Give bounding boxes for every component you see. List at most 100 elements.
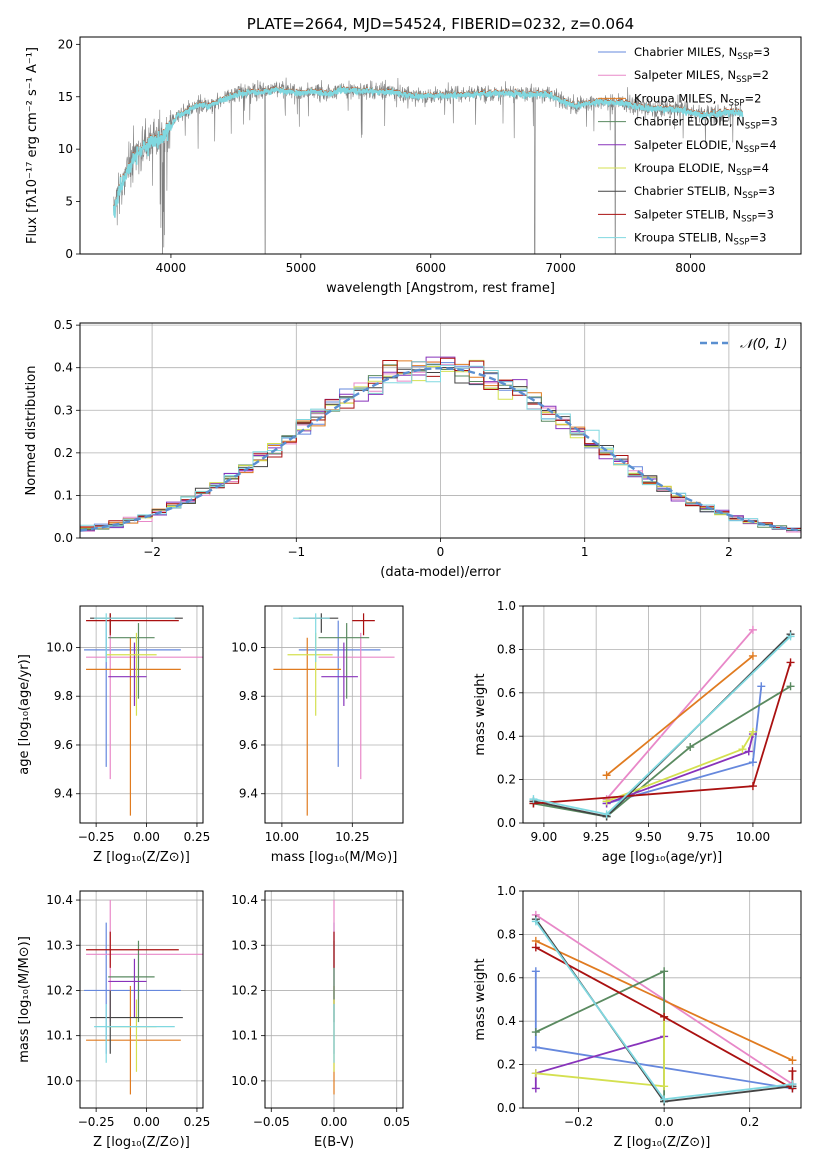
mass_vs_z-plot-area — [84, 900, 203, 1095]
mass_vs_z-frame — [79, 890, 204, 1109]
spectrum-ytick-label-2: 10 — [58, 142, 73, 156]
spectrum-legend-label-8: Kroupa STELIB, NSSP=3 — [634, 231, 766, 248]
mass_weight_vs_z-ytick-label-4: 0.8 — [497, 927, 516, 941]
residuals-plot-area — [80, 356, 801, 538]
mass_weight_vs_age-marker-kroupa_stelib-0 — [529, 795, 538, 804]
mass_weight_vs_age-marker-salpeter_stelib-2 — [786, 658, 795, 667]
spectrum-xtick-label-3: 7000 — [545, 261, 576, 275]
age_vs_mass-ytick-label-3: 10.0 — [231, 640, 258, 654]
mass_weight_vs_z-ytick-label-5: 1.0 — [497, 884, 516, 898]
age_vs_mass-ytick-label-2: 9.8 — [239, 689, 258, 703]
mass_weight_vs_age-marker-kroupa_elodie-0 — [602, 797, 611, 806]
age_vs_mass-xlabel: mass [log₁₀(M/M⊙)] — [271, 850, 398, 865]
mass_weight_vs_age-ytick-label-2: 0.4 — [497, 729, 516, 743]
mass_weight_vs_age-marker-salpeter_elodie-1 — [744, 747, 753, 756]
mass_weight_vs_z-xlabel: Z [log₁₀(Z/Z⊙)] — [614, 1135, 711, 1150]
age_vs_mass-plot-area — [273, 613, 395, 816]
mass_weight_vs_z-plot-area — [531, 910, 797, 1106]
spectrum-xtick-label-4: 8000 — [675, 261, 706, 275]
mass_weight_vs_age-marker-kroupa_elodie-1 — [738, 745, 747, 754]
mass_weight_vs_z-marker-kroupa_elodie-1 — [660, 1082, 669, 1091]
mass_vs_ebv-xtick-label-1: 0.00 — [321, 1115, 348, 1129]
spectrum-ytick-label-3: 15 — [58, 90, 73, 104]
spectrum-xtick-label-2: 6000 — [415, 261, 446, 275]
mass_vs_ebv-ytick-label-3: 10.3 — [231, 938, 258, 952]
mass_weight_vs_age-marker-salpeter_miles-1 — [748, 625, 757, 634]
spectrum-title: PLATE=2664, MJD=54524, FIBERID=0232, z=0… — [247, 15, 634, 33]
mass_weight_vs_age-frame — [522, 605, 802, 824]
residuals-xtick-label-2: 0 — [437, 545, 445, 559]
residuals-frame — [79, 322, 802, 539]
mass_weight_vs_age-ytick-label-5: 1.0 — [497, 599, 516, 613]
residuals-xtick-label-3: 1 — [581, 545, 589, 559]
mass_vs_ebv-xlabel: E(B-V) — [314, 1135, 354, 1150]
mass_weight_vs_z-marker-salpeter_stelib-0 — [531, 943, 540, 952]
mass_weight_vs_z-marker-kroupa_elodie-0 — [531, 1069, 540, 1078]
residuals-ylabel: Normed distribution — [24, 366, 39, 496]
spectrum-xtick-label-1: 5000 — [286, 261, 317, 275]
mass_weight_vs_age-marker-kroupa_stelib-2 — [786, 632, 795, 641]
mass_weight_vs_z-marker-chabrier_miles-0 — [531, 967, 540, 976]
spectrum-legend-label-7: Salpeter STELIB, NSSP=3 — [634, 207, 774, 224]
mass_weight_vs_age-xtick-label-1: 9.25 — [583, 830, 610, 844]
mass_vs_ebv-ytick-label-1: 10.1 — [231, 1029, 258, 1043]
mass_weight_vs_age-marker-salpeter_stelib-1 — [748, 782, 757, 791]
mass_vs_z-xlabel: Z [log₁₀(Z/Z⊙)] — [93, 1135, 190, 1150]
mass_weight_vs_z-ylabel: mass weight — [473, 958, 488, 1040]
mass_weight_vs_age-ytick-label-1: 0.2 — [497, 773, 516, 787]
mass_vs_z-ytick-label-0: 10.0 — [46, 1074, 73, 1088]
residuals-ytick-label-0: 0.0 — [54, 531, 73, 545]
mass_weight_vs_age-ytick-label-4: 0.8 — [497, 642, 516, 656]
mass_weight_vs_z-marker-kroupa_stelib-0 — [531, 917, 540, 926]
age_vs_z-frame — [79, 605, 204, 824]
mass_vs_ebv-xtick-label-0: −0.05 — [253, 1115, 290, 1129]
age_vs_z-ytick-label-1: 9.6 — [54, 738, 73, 752]
mass_weight_vs_age-xtick-label-3: 9.75 — [687, 830, 714, 844]
mass_weight_vs_z-xtick-label-1: 0.0 — [655, 1115, 674, 1129]
mass_vs_z-ytick-label-3: 10.3 — [46, 938, 73, 952]
mass_vs_z-xtick-label-2: 0.25 — [184, 1115, 211, 1129]
mass_weight_vs_age-marker-chabrier_miles-1 — [748, 758, 757, 767]
spectrum-legend-label-1: Salpeter MILES, NSSP=2 — [634, 68, 769, 85]
spectrum-legend-label-0: Chabrier MILES, NSSP=3 — [634, 45, 770, 62]
mass_weight_vs_age-line-kroupa_miles — [606, 655, 754, 776]
mass_weight_vs_z-marker-kroupa_stelib-1 — [660, 1095, 669, 1104]
residual-histogram-kroupa_stelib — [80, 361, 801, 538]
mass_vs_ebv-ytick-label-2: 10.2 — [231, 983, 258, 997]
mass_weight_vs_age-line-chabrier_elodie — [533, 685, 791, 818]
age_vs_z-ytick-label-3: 10.0 — [46, 640, 73, 654]
age_vs_mass-ytick-label-0: 9.4 — [239, 787, 258, 801]
mass_weight_vs_z-marker-chabrier_elodie-0 — [531, 1028, 540, 1037]
mass_weight_vs_z-marker-chabrier_miles-1 — [531, 1043, 540, 1052]
mass_weight_vs_age-xlabel: age [log₁₀(age/yr)] — [602, 850, 723, 865]
spectrum-plot-area — [113, 77, 744, 254]
mass_weight_vs_z-marker-chabrier_elodie-1 — [660, 967, 669, 976]
spectrum-legend-label-6: Chabrier STELIB, NSSP=3 — [634, 184, 775, 201]
mass_weight_vs_age-ytick-label-3: 0.6 — [497, 686, 516, 700]
mass_vs_ebv-ytick-label-4: 10.4 — [231, 893, 258, 907]
mass_weight_vs_z-ytick-label-1: 0.2 — [497, 1058, 516, 1072]
spectrum-legend-label-5: Kroupa ELODIE, NSSP=4 — [634, 161, 769, 178]
mass_weight_vs_z-line-salpeter_stelib — [535, 946, 794, 1091]
spectrum-legend-label-3: Chabrier ELODIE, NSSP=3 — [634, 115, 778, 132]
mass_weight_vs_age-marker-chabrier_miles-2 — [757, 682, 766, 691]
mass_vs_z-ytick-label-4: 10.4 — [46, 893, 73, 907]
mass_vs_z-ylabel: mass [log₁₀(M/M⊙)] — [17, 936, 32, 1063]
residuals-ytick-label-4: 0.4 — [54, 361, 73, 375]
residuals-ytick-label-5: 0.5 — [54, 318, 73, 332]
mass_weight_vs_age-xtick-label-0: 9.00 — [531, 830, 558, 844]
mass_vs_z-ytick-label-2: 10.2 — [46, 983, 73, 997]
age_vs_z-xtick-label-0: −0.25 — [78, 830, 115, 844]
mass_weight_vs_z-marker-salpeter_elodie-0 — [531, 1084, 540, 1093]
residuals-xtick-label-4: 2 — [725, 545, 733, 559]
mass_weight_vs_z-xtick-label-0: −0.2 — [564, 1115, 593, 1129]
residuals-xtick-label-0: −2 — [143, 545, 161, 559]
age_vs_z-xlabel: Z [log₁₀(Z/Z⊙)] — [93, 850, 190, 865]
spectrum-xtick-label-0: 4000 — [156, 261, 187, 275]
age_vs_z-ylabel: age [log₁₀(age/yr)] — [17, 654, 32, 775]
mass_weight_vs_age-ylabel: mass weight — [473, 673, 488, 755]
mass_vs_ebv-xtick-label-2: 0.05 — [383, 1115, 410, 1129]
mass_weight_vs_age-marker-kroupa_miles-1 — [748, 651, 757, 660]
mass_weight_vs_z-marker-salpeter_stelib-3 — [788, 1067, 797, 1076]
